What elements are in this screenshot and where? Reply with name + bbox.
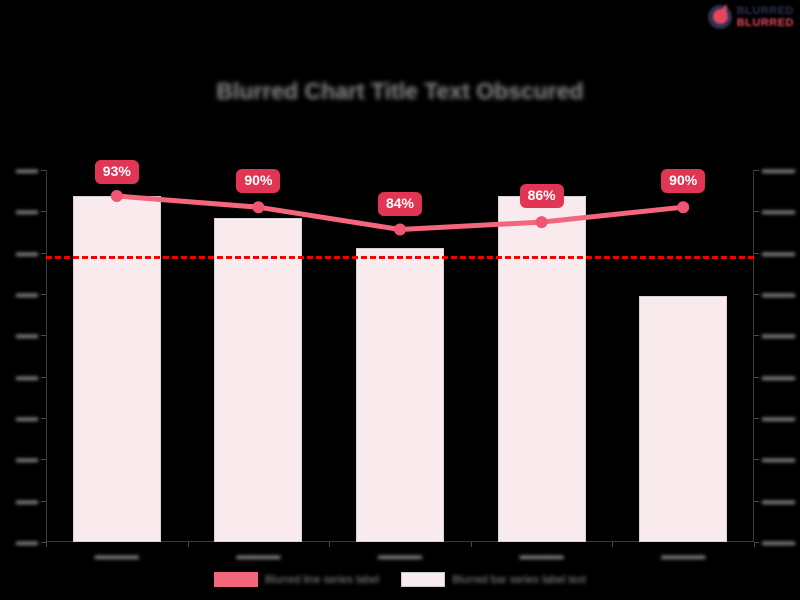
x-axis-label-4: ▬▬▬▬ <box>661 550 706 562</box>
x-axis-label-3: ▬▬▬▬ <box>519 550 564 562</box>
y-tick-l-4 <box>41 376 46 378</box>
y-tick-l-1 <box>41 500 46 502</box>
y-tick-r-7 <box>754 252 759 254</box>
line-marker-1 <box>252 201 265 214</box>
legend-label-0: Blurred line series label <box>264 573 380 586</box>
y-tick-r-0 <box>754 542 759 543</box>
x-tick-4 <box>612 542 614 547</box>
legend-item-0[interactable]: Blurred line series label <box>213 572 380 587</box>
y-axis-left-label-0: ▬▬ <box>16 536 38 548</box>
y-tick-r-9 <box>754 170 759 171</box>
legend-swatch-icon-1 <box>401 572 446 587</box>
y-tick-l-9 <box>41 170 46 171</box>
bar-3 <box>497 196 586 542</box>
x-tick-1 <box>187 542 189 547</box>
chart-legend: Blurred line series label Blurred bar ser… <box>0 567 800 592</box>
y-axis-left-label-5: ▬▬ <box>16 329 38 342</box>
plot-area: ▬▬ ▬▬▬ ▬▬ ▬▬▬ ▬▬ ▬▬▬ ▬▬ ▬▬▬ ▬▬ ▬▬▬ ▬▬ ▬▬▬ ▬▬ ▬▬▬ ▬▬ ▬▬▬… <box>16 160 795 562</box>
bar-0 <box>72 196 161 542</box>
data-label-1: 90% <box>236 169 281 194</box>
bar-4 <box>639 296 728 542</box>
y-tick-l-8 <box>41 211 46 213</box>
x-axis-label-1: ▬▬▬▬ <box>236 550 281 562</box>
line-marker-3 <box>535 216 548 229</box>
y-tick-l-7 <box>41 252 46 254</box>
y-axis-right-label-3: ▬▬▬ <box>762 412 795 424</box>
data-label-3: 86% <box>519 184 564 209</box>
y-tick-l-6 <box>41 294 46 295</box>
data-label-4: 90% <box>661 169 706 194</box>
y-tick-r-2 <box>754 459 759 461</box>
y-tick-r-8 <box>754 211 759 213</box>
logo-line-2: BLURRED <box>736 16 794 29</box>
logo-line-1: BLURRED <box>736 4 794 17</box>
flower-circle-logo-icon <box>707 4 733 30</box>
x-tick-5 <box>754 542 755 547</box>
y-tick-r-5 <box>754 335 759 337</box>
y-axis-left <box>46 170 47 542</box>
brand-logo: BLURRED BLURRED <box>707 4 794 30</box>
y-tick-r-6 <box>754 294 759 295</box>
legend-item-1[interactable]: Blurred bar series label text <box>401 572 586 587</box>
x-axis-label-0: ▬▬▬▬ <box>94 550 139 562</box>
y-axis-left-label-7: ▬▬ <box>16 246 38 259</box>
y-tick-r-4 <box>754 376 759 378</box>
y-axis-left-label-1: ▬▬ <box>16 494 38 507</box>
x-tick-2 <box>329 542 331 547</box>
y-axis-right-label-8: ▬▬▬ <box>762 205 795 218</box>
y-axis-right-label-5: ▬▬▬ <box>762 329 795 342</box>
y-axis-right <box>753 170 754 542</box>
x-axis-label-2: ▬▬▬▬ <box>378 550 422 562</box>
y-axis-left-label-2: ▬▬ <box>16 453 38 466</box>
y-axis-left-label-4: ▬▬ <box>16 370 38 383</box>
y-axis-left-label-6: ▬▬ <box>16 288 38 300</box>
line-series <box>110 190 690 236</box>
y-tick-l-0 <box>41 542 46 543</box>
x-tick-3 <box>470 542 472 547</box>
y-axis-right-label-9: ▬▬▬ <box>762 164 795 176</box>
y-axis-right-label-6: ▬▬▬ <box>762 288 795 300</box>
x-tick-0 <box>46 542 47 547</box>
data-label-2: 84% <box>377 191 423 216</box>
bar-1 <box>214 218 303 542</box>
bar-2 <box>356 248 444 542</box>
legend-swatch-icon-0 <box>213 572 258 587</box>
data-label-0: 93% <box>94 160 139 185</box>
y-axis-right-label-2: ▬▬▬ <box>762 453 795 466</box>
y-axis-right-label-4: ▬▬▬ <box>762 370 795 383</box>
y-axis-left-label-9: ▬▬ <box>16 164 38 176</box>
line-marker-2 <box>394 223 406 236</box>
chart-title: Blurred Chart Title Text Obscured <box>216 78 584 104</box>
reference-line <box>46 255 754 259</box>
line-marker-0 <box>110 190 123 203</box>
y-tick-r-1 <box>754 500 759 502</box>
y-tick-r-3 <box>754 418 759 419</box>
line-marker-4 <box>677 201 690 214</box>
y-axis-left-label-8: ▬▬ <box>16 205 38 218</box>
legend-label-1: Blurred bar series label text <box>452 573 587 586</box>
logo-text: BLURRED BLURRED <box>736 4 794 29</box>
y-axis-right-label-7: ▬▬▬ <box>762 246 795 259</box>
y-tick-l-3 <box>41 418 46 419</box>
y-tick-l-5 <box>41 335 46 337</box>
y-tick-l-2 <box>41 459 46 461</box>
y-axis-right-label-1: ▬▬▬ <box>762 494 795 507</box>
y-axis-right-label-0: ▬▬▬ <box>762 536 795 548</box>
y-axis-left-label-3: ▬▬ <box>16 412 38 424</box>
